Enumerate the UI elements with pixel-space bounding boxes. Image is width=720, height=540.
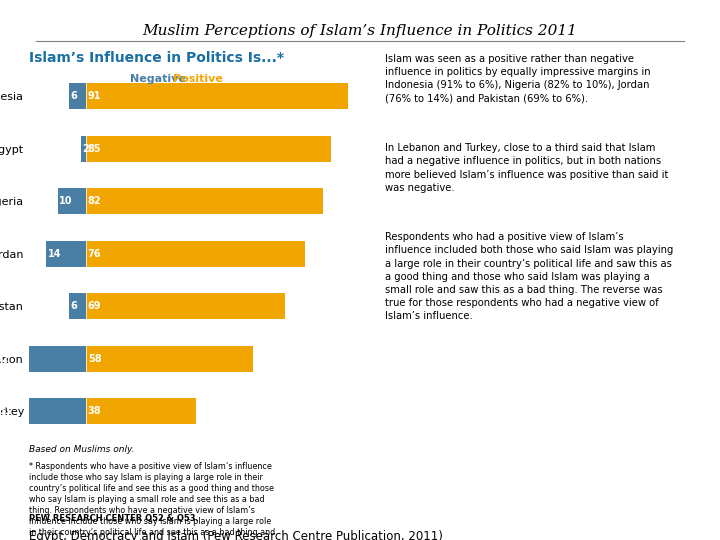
Bar: [46, 241, 86, 267]
Bar: [86, 398, 196, 424]
Text: 10: 10: [59, 197, 73, 206]
Bar: [86, 83, 348, 110]
Text: 32: 32: [0, 354, 9, 364]
Text: 85: 85: [88, 144, 102, 154]
Text: 2: 2: [82, 144, 89, 154]
Text: 6: 6: [71, 91, 77, 102]
Text: 38: 38: [88, 406, 102, 416]
Bar: [86, 188, 323, 214]
Text: * Raspondents who have a positive view of Islam’s influence
include those who sa: * Raspondents who have a positive view o…: [29, 462, 275, 540]
Text: 6: 6: [71, 301, 77, 311]
Text: PEW RESEARCH CENTER Q52 & Q53.: PEW RESEARCH CENTER Q52 & Q53.: [29, 514, 199, 523]
Bar: [81, 136, 86, 162]
Text: 58: 58: [88, 354, 102, 364]
Bar: [86, 346, 253, 372]
Text: Egypt, Democracy and Islam (Pew Research Centre Publication, 2011): Egypt, Democracy and Islam (Pew Research…: [29, 530, 443, 540]
Text: In Lebanon and Turkey, close to a third said that Islam
had a negative influence: In Lebanon and Turkey, close to a third …: [385, 143, 669, 193]
Text: Negative: Negative: [130, 74, 186, 84]
Bar: [0, 398, 86, 424]
Text: Muslim Perceptions of Islam’s Influence in Politics 2011: Muslim Perceptions of Islam’s Influence …: [143, 24, 577, 38]
Text: Islam’s Influence in Politics Is...*: Islam’s Influence in Politics Is...*: [29, 51, 284, 65]
Text: 76: 76: [88, 249, 102, 259]
Text: 69: 69: [88, 301, 102, 311]
Bar: [0, 346, 86, 372]
Text: Islam was seen as a positive rather than negative
influence in politics by equal: Islam was seen as a positive rather than…: [385, 54, 651, 104]
Text: Based on Muslims only.: Based on Muslims only.: [29, 446, 135, 455]
Text: Respondents who had a positive view of Islam’s
influence included both those who: Respondents who had a positive view of I…: [385, 232, 674, 321]
Text: Positive: Positive: [173, 74, 223, 84]
Bar: [58, 188, 86, 214]
Text: 91: 91: [88, 91, 102, 102]
Bar: [86, 293, 285, 320]
Text: 82: 82: [88, 197, 102, 206]
Bar: [69, 293, 86, 320]
Text: 14: 14: [48, 249, 61, 259]
Text: 31: 31: [0, 406, 12, 416]
Bar: [86, 136, 331, 162]
Bar: [86, 241, 305, 267]
Bar: [69, 83, 86, 110]
